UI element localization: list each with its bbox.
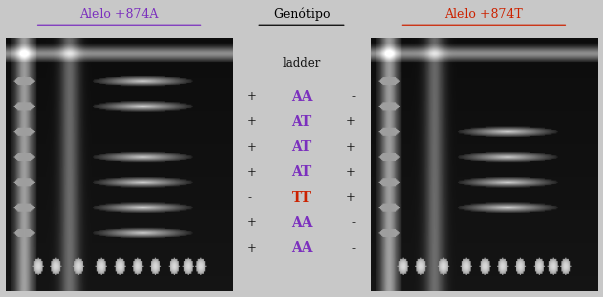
Text: +: +: [346, 116, 356, 128]
Text: +: +: [346, 191, 356, 204]
Text: AT: AT: [291, 165, 312, 179]
Text: -: -: [352, 90, 356, 103]
Text: +: +: [247, 166, 257, 179]
Text: Alelo +874T: Alelo +874T: [444, 8, 523, 21]
Text: AT: AT: [291, 140, 312, 154]
Text: +: +: [247, 141, 257, 154]
Text: -: -: [352, 242, 356, 255]
Text: AA: AA: [291, 241, 312, 255]
Text: +: +: [247, 116, 257, 128]
Text: +: +: [247, 90, 257, 103]
Text: +: +: [247, 217, 257, 229]
Text: -: -: [247, 191, 251, 204]
Text: TT: TT: [291, 191, 312, 205]
Text: AT: AT: [291, 115, 312, 129]
Text: Genótipo: Genótipo: [273, 7, 330, 21]
Text: +: +: [346, 141, 356, 154]
Text: -: -: [352, 217, 356, 229]
Text: +: +: [247, 242, 257, 255]
Text: AA: AA: [291, 90, 312, 104]
Text: Alelo +874A: Alelo +874A: [80, 8, 159, 21]
Text: ladder: ladder: [282, 57, 321, 70]
Text: AA: AA: [291, 216, 312, 230]
Text: +: +: [346, 166, 356, 179]
